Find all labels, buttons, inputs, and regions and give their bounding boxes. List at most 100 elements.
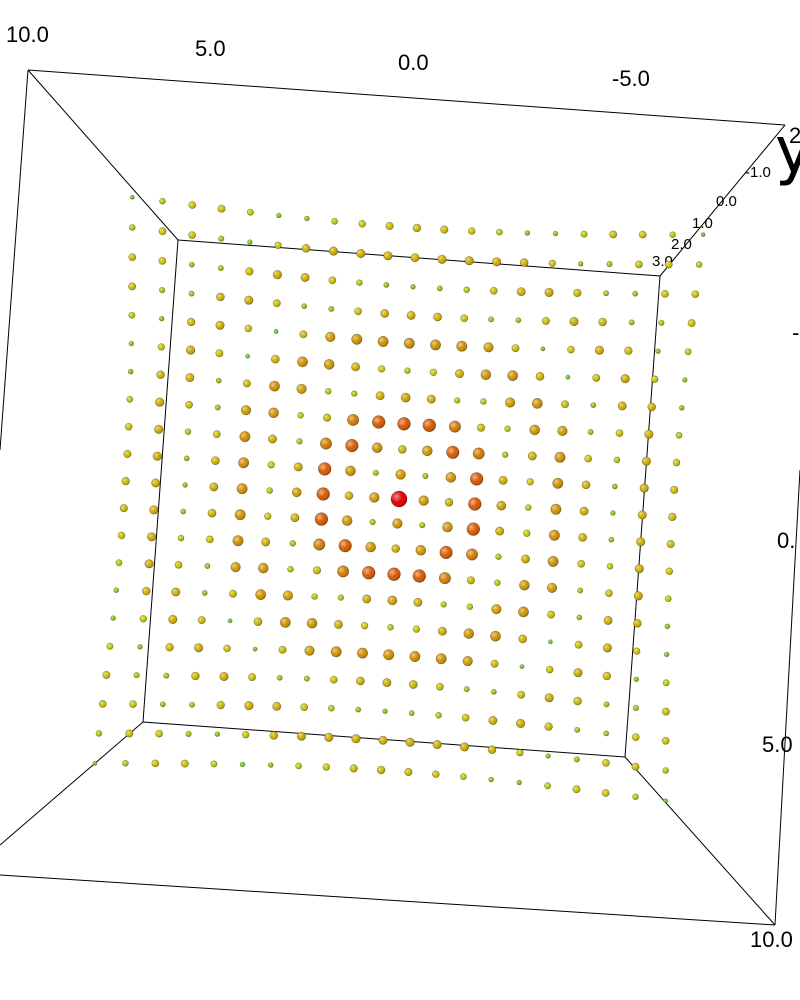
- data-point-shading: [171, 587, 180, 597]
- top-tick-label-1: 5.0: [195, 36, 226, 61]
- data-point-shading: [639, 483, 649, 493]
- data-point-shading: [547, 583, 557, 593]
- data-point-shading: [460, 773, 467, 780]
- data-point-shading: [219, 672, 229, 681]
- data-point-shading: [92, 761, 97, 766]
- data-point-shading: [110, 615, 116, 621]
- data-point-shading: [261, 537, 270, 547]
- data-point-shading: [128, 312, 135, 319]
- data-point-shading: [545, 753, 551, 759]
- data-point-shading: [189, 702, 195, 708]
- data-point-shading: [126, 396, 133, 403]
- data-point-shading: [517, 691, 525, 699]
- data-point-shading: [188, 231, 196, 239]
- data-point-shading: [211, 456, 220, 465]
- partial-tick-label-dash: -: [792, 320, 799, 345]
- data-point-shading: [401, 393, 411, 403]
- data-point-shading: [427, 394, 436, 404]
- data-point-shading: [355, 707, 361, 713]
- data-point-shading: [467, 576, 475, 585]
- data-point-shading: [488, 777, 494, 782]
- data-point-shading: [419, 522, 426, 528]
- data-point-shading: [532, 398, 543, 409]
- data-point-shading: [269, 731, 278, 740]
- data-point-shading: [115, 559, 123, 566]
- data-point-shading: [578, 533, 587, 542]
- data-point-shading: [240, 762, 245, 767]
- data-point-shading: [515, 317, 521, 323]
- data-point-shading: [463, 628, 474, 639]
- data-point-shading: [239, 431, 251, 442]
- data-point-shading: [380, 309, 389, 318]
- data-point-shading: [496, 501, 506, 511]
- data-point-shading: [356, 249, 366, 258]
- data-point-shading: [488, 316, 494, 323]
- data-point-shading: [144, 559, 154, 569]
- data-point-shading: [608, 537, 614, 543]
- box-outer-top-edge: [27, 69, 786, 126]
- data-point-shading: [466, 548, 478, 561]
- data-point-shading: [295, 762, 302, 770]
- data-point-shading: [198, 616, 206, 624]
- data-point-shading: [311, 593, 318, 600]
- data-point-shading: [504, 425, 511, 432]
- data-point-shading: [521, 554, 530, 564]
- data-point-shading: [490, 631, 501, 642]
- data-point-shading: [345, 465, 356, 476]
- data-point-shading: [294, 462, 303, 472]
- data-point-shading: [550, 504, 562, 515]
- data-point-shading: [156, 370, 165, 379]
- data-point-shading: [615, 429, 624, 437]
- data-point-shading: [292, 487, 302, 497]
- data-point-shading: [235, 509, 246, 520]
- data-point-shading: [422, 418, 436, 432]
- data-point-shading: [605, 589, 613, 597]
- data-point-shading: [182, 482, 188, 488]
- data-point-shading: [410, 253, 420, 262]
- data-point-shading: [137, 644, 143, 650]
- data-point-shading: [357, 647, 368, 659]
- data-point-shading: [362, 594, 371, 604]
- data-point-shading: [580, 230, 588, 238]
- data-point-shading: [406, 311, 416, 320]
- data-point-shading: [165, 643, 174, 652]
- data-point-shading: [313, 538, 325, 551]
- data-point-shading: [507, 370, 518, 381]
- data-point-shading: [433, 312, 442, 322]
- data-point-shading: [151, 759, 159, 768]
- data-point-shading: [577, 560, 585, 568]
- data-point-shading: [174, 561, 183, 569]
- data-point-shading: [159, 316, 165, 322]
- data-point-shading: [324, 733, 334, 742]
- data-point-shading: [480, 398, 487, 405]
- data-point-shading: [242, 731, 250, 739]
- data-point-shading: [502, 451, 509, 458]
- data-point-shading: [391, 491, 407, 507]
- data-point-shading: [610, 510, 616, 516]
- data-point-shading: [633, 676, 639, 682]
- data-point-shading: [632, 733, 640, 741]
- data-point-shading: [385, 222, 394, 230]
- data-point-shading: [557, 426, 568, 436]
- data-point-shading: [574, 727, 580, 733]
- data-point-shading: [188, 290, 195, 297]
- data-point-shading: [301, 303, 307, 309]
- partial-tick-label-2: 2: [789, 123, 800, 148]
- data-point-shading: [277, 675, 283, 681]
- data-point-shading: [662, 767, 669, 774]
- data-point-shading: [409, 651, 421, 662]
- data-point-shading: [684, 348, 692, 355]
- data-point-shading: [129, 224, 136, 231]
- data-point-shading: [574, 756, 580, 763]
- data-point-shading: [347, 414, 359, 426]
- data-point-shading: [243, 379, 251, 388]
- data-point-shading: [349, 764, 358, 773]
- box-outer-right-edge: [774, 469, 800, 926]
- data-point-shading: [307, 618, 318, 629]
- data-point-shading: [188, 201, 196, 209]
- data-point-shading: [155, 397, 164, 407]
- data-point-shading: [636, 537, 645, 547]
- data-point-shading: [413, 598, 423, 607]
- data-point-shading: [313, 566, 321, 575]
- data-point-shading: [125, 423, 133, 431]
